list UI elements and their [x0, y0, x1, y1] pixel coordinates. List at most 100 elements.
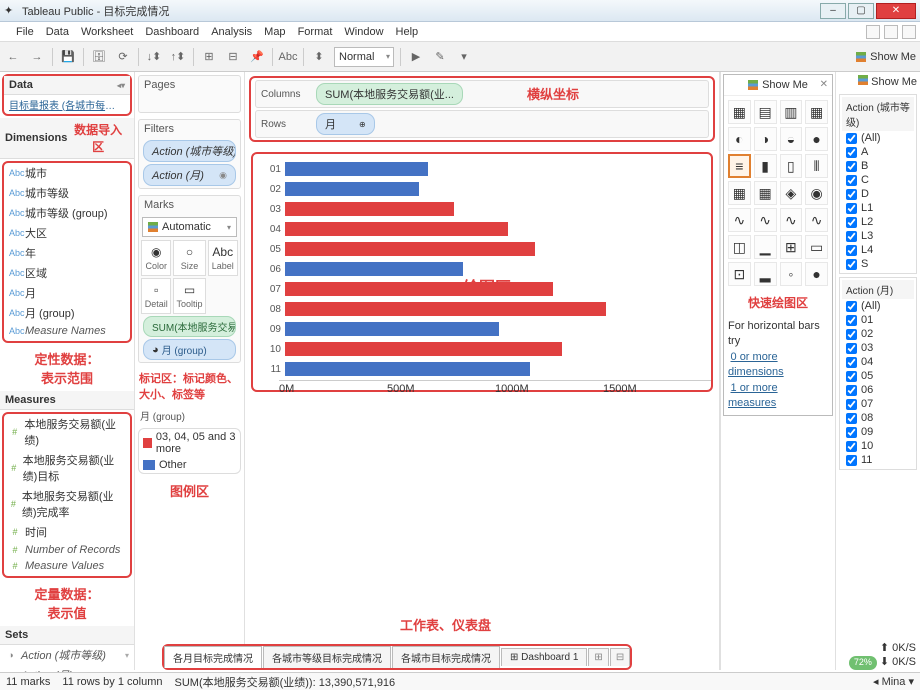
filter-checkbox[interactable]: D	[842, 187, 914, 201]
showme-chart-type[interactable]: ▁	[754, 235, 777, 259]
dimension-field[interactable]: AbcMeasure Names	[4, 323, 130, 339]
menu-file[interactable]: File	[10, 24, 40, 40]
showme-chart-type[interactable]: ∿	[728, 208, 751, 232]
showme-chart-type[interactable]: ●	[805, 262, 828, 286]
save-button[interactable]: 💾	[59, 48, 77, 66]
showme-chart-type[interactable]: ▤	[754, 100, 777, 124]
filter-checkbox[interactable]: L4	[842, 243, 914, 257]
fwd-button[interactable]: →	[28, 48, 46, 66]
new-sheet-button[interactable]: ⊞	[588, 648, 608, 666]
showme-chart-type[interactable]: ≡	[728, 154, 751, 178]
dimension-field[interactable]: Abc区域	[4, 263, 130, 283]
dimension-field[interactable]: Abc大区	[4, 223, 130, 243]
showme-chart-type[interactable]: ▦	[728, 100, 751, 124]
marks-tooltip[interactable]: ▭Tooltip	[173, 278, 205, 314]
datasource-link[interactable]: 目标量报表 (各城市每月各品...	[4, 95, 130, 114]
dimension-field[interactable]: Abc月	[4, 283, 130, 303]
bar-row[interactable]: 09	[259, 320, 705, 338]
showme-chart-type[interactable]: ●	[805, 127, 828, 151]
showme-chart-type[interactable]: ∿	[805, 208, 828, 232]
sheet-tab[interactable]: 各城市等级目标完成情况	[263, 646, 391, 668]
legend-item[interactable]: 03, 04, 05 and 3 more	[139, 429, 240, 457]
bar-row[interactable]: 07	[259, 280, 705, 298]
filter-pill[interactable]: Action (月)◉	[143, 164, 236, 186]
measure-field[interactable]: #Number of Records	[4, 542, 130, 558]
rows-shelf[interactable]: Rows 月⊕	[255, 110, 709, 138]
filter-checkbox[interactable]: L2	[842, 215, 914, 229]
filter-checkbox[interactable]: 02	[842, 327, 914, 341]
marks-pill[interactable]: ◕ 月 (group)	[143, 339, 236, 360]
showme-chart-type[interactable]: ▭	[805, 235, 828, 259]
maximize-button[interactable]: ▢	[848, 3, 874, 19]
swap-button[interactable]: ⬍	[310, 48, 328, 66]
menu-help[interactable]: Help	[390, 24, 425, 40]
showme-chart-type[interactable]: ◫	[728, 235, 751, 259]
bar-row[interactable]: 06	[259, 260, 705, 278]
showme-chart-type[interactable]: ◦	[780, 262, 803, 286]
menu-map[interactable]: Map	[258, 24, 291, 40]
present-button[interactable]: ▶	[407, 48, 425, 66]
filter-checkbox[interactable]: (All)	[842, 131, 914, 145]
close-button[interactable]: ✕	[876, 3, 916, 19]
dimension-field[interactable]: Abc月 (group)	[4, 303, 130, 323]
dimension-field[interactable]: Abc年	[4, 243, 130, 263]
new-sheet-button[interactable]: ⊟	[610, 648, 630, 666]
filter-checkbox[interactable]: A	[842, 145, 914, 159]
menu-format[interactable]: Format	[292, 24, 339, 40]
filter-checkbox[interactable]: 08	[842, 411, 914, 425]
bar-row[interactable]: 05	[259, 240, 705, 258]
ungroup-button[interactable]: ⊟	[224, 48, 242, 66]
filter-checkbox[interactable]: C	[842, 173, 914, 187]
marks-color[interactable]: ◉Color	[141, 240, 171, 276]
menu-worksheet[interactable]: Worksheet	[75, 24, 139, 40]
abc-button[interactable]: Abc	[279, 48, 297, 66]
sheet-tab[interactable]: ⊞ Dashboard 1	[501, 648, 587, 666]
filter-checkbox[interactable]: 10	[842, 439, 914, 453]
filter-checkbox[interactable]: (All)	[842, 299, 914, 313]
back-button[interactable]: ←	[4, 48, 22, 66]
sheet-tab[interactable]: 各城市目标完成情况	[392, 646, 500, 668]
filter-checkbox[interactable]: 11	[842, 453, 914, 467]
showme-chart-type[interactable]: ◐	[728, 127, 751, 151]
showme-close-icon[interactable]: ✕	[820, 79, 828, 90]
filter-checkbox[interactable]: 09	[842, 425, 914, 439]
more-button[interactable]: ▾	[455, 48, 473, 66]
marks-type-select[interactable]: Automatic	[142, 217, 237, 237]
fit-select[interactable]: Normal	[334, 47, 394, 67]
pages-shelf[interactable]: Pages	[139, 76, 240, 94]
filter-checkbox[interactable]: 01	[842, 313, 914, 327]
set-field[interactable]: ◑Action (城市等级)▾	[0, 645, 134, 665]
bar-row[interactable]: 11	[259, 360, 705, 378]
showme-chart-type[interactable]: ◑	[754, 127, 777, 151]
ribbon-btn-1[interactable]	[866, 25, 880, 39]
filter-checkbox[interactable]: 04	[842, 355, 914, 369]
filter-checkbox[interactable]: L1	[842, 201, 914, 215]
filter-pill[interactable]: Action (城市等级)◉	[143, 140, 236, 162]
showme-chart-type[interactable]: ▯	[780, 154, 803, 178]
showme-chart-type[interactable]: ⫴	[805, 154, 828, 178]
rows-pill[interactable]: 月⊕	[316, 113, 375, 135]
measure-field[interactable]: #本地服务交易额(业绩)完成率	[4, 486, 130, 522]
marks-label[interactable]: AbcLabel	[208, 240, 239, 276]
showme-chart-type[interactable]: ⊡	[728, 262, 751, 286]
marks-size[interactable]: ○Size	[173, 240, 205, 276]
showme-chart-type[interactable]: ∿	[754, 208, 777, 232]
datasource-button[interactable]: 🗄	[90, 48, 108, 66]
measure-field[interactable]: #本地服务交易额(业绩)目标	[4, 450, 130, 486]
refresh-button[interactable]: ⟳	[114, 48, 132, 66]
bar-row[interactable]: 03	[259, 200, 705, 218]
filters-shelf[interactable]: Filters	[139, 120, 240, 138]
showme-toolbar-label[interactable]: Show Me	[870, 51, 916, 63]
showme-chart-type[interactable]: ▦	[805, 100, 828, 124]
dimension-field[interactable]: Abc城市	[4, 163, 130, 183]
filter-checkbox[interactable]: 05	[842, 369, 914, 383]
showme-chart-type[interactable]: ▦	[728, 181, 751, 205]
marks-pill[interactable]: SUM(本地服务交易...	[143, 316, 236, 337]
showme-chart-type[interactable]: ▥	[780, 100, 803, 124]
menu-window[interactable]: Window	[338, 24, 389, 40]
filter-checkbox[interactable]: 06	[842, 383, 914, 397]
bar-row[interactable]: 02	[259, 180, 705, 198]
dimension-field[interactable]: Abc城市等级	[4, 183, 130, 203]
sort-desc-button[interactable]: ↑⬍	[169, 48, 187, 66]
showme-chart-type[interactable]: ◒	[780, 127, 803, 151]
